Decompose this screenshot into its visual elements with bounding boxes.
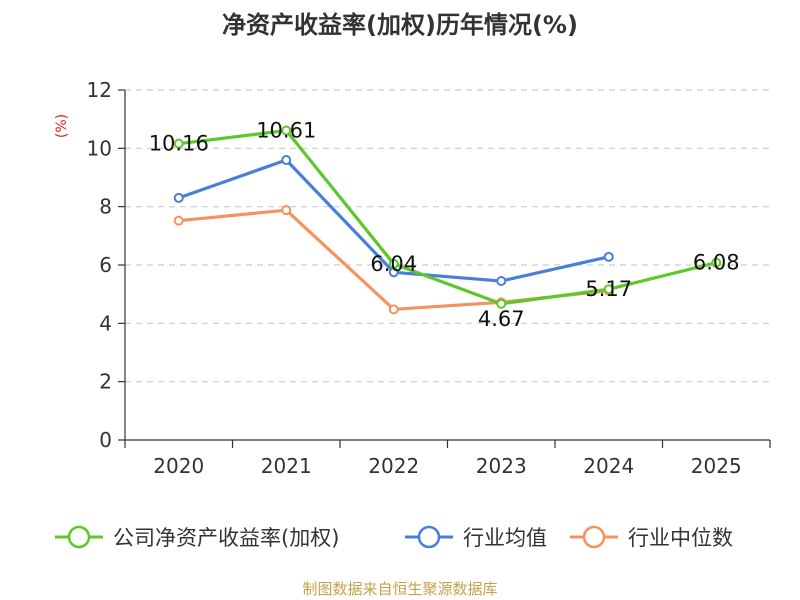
legend-swatch-marker xyxy=(67,525,91,549)
data-label: 4.67 xyxy=(478,307,525,331)
data-point xyxy=(173,192,184,203)
y-tick-label: 0 xyxy=(99,428,112,452)
data-point xyxy=(496,276,507,287)
y-tick-label: 4 xyxy=(99,311,112,335)
data-point xyxy=(281,155,292,165)
y-tick-label: 2 xyxy=(99,370,112,394)
axes: 0 2 4 6 8 10 12 2020 2021 2022 2023 2024 2025 xyxy=(87,78,771,478)
legend-swatch-marker xyxy=(417,525,441,549)
y-tick-label: 6 xyxy=(99,253,112,277)
chart-title: 净资产收益率(加权)历年情况(%) xyxy=(222,11,578,39)
legend-label: 公司净资产收益率(加权) xyxy=(113,526,339,550)
y-axis-unit: (%) xyxy=(54,114,70,138)
series-lines xyxy=(173,125,722,315)
y-tick-label: 8 xyxy=(99,195,112,219)
data-point xyxy=(281,125,292,136)
data-point xyxy=(281,205,292,216)
y-tick-label: 12 xyxy=(87,78,112,102)
data-label: 10.16 xyxy=(149,132,209,156)
x-tick-label: 2024 xyxy=(583,454,634,478)
series-line xyxy=(177,128,718,306)
data-point xyxy=(388,258,399,269)
data-point xyxy=(496,298,507,309)
legend-label: 行业均值 xyxy=(463,526,547,550)
legend-swatch-marker xyxy=(582,525,606,549)
data-labels: 10.16 10.61 6.04 4.67 5.17 6.08 xyxy=(149,119,740,331)
data-point xyxy=(388,304,399,315)
x-tick-label: 2025 xyxy=(691,454,742,478)
x-tick-label: 2022 xyxy=(368,454,419,478)
x-tick-label: 2021 xyxy=(261,454,312,478)
gridlines xyxy=(125,89,770,383)
legend-label: 行业中位数 xyxy=(628,526,733,550)
data-point xyxy=(603,284,614,295)
y-tick-label: 10 xyxy=(87,136,112,160)
x-tick-label: 2020 xyxy=(153,454,204,478)
data-label: 10.61 xyxy=(256,119,316,143)
data-point xyxy=(173,138,184,149)
source-note: 制图数据来自恒生聚源数据库 xyxy=(302,580,497,598)
data-label: 6.04 xyxy=(370,252,417,276)
data-label: 5.17 xyxy=(585,277,632,301)
data-point xyxy=(711,257,722,268)
legend: 公司净资产收益率(加权) 行业均值 行业中位数 xyxy=(55,525,733,550)
data-point xyxy=(173,215,184,226)
data-label: 6.08 xyxy=(693,251,740,275)
x-tick-label: 2023 xyxy=(476,454,527,478)
data-point xyxy=(603,251,614,262)
